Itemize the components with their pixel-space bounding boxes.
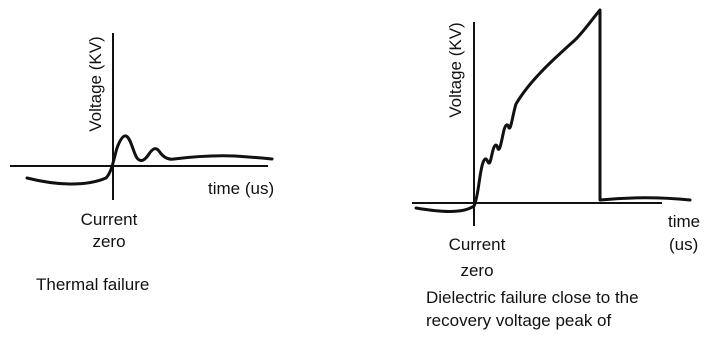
left-caption: Thermal failure — [36, 275, 149, 294]
left-origin-label-line1: Current — [81, 210, 138, 229]
right-origin-label-line1: Current — [449, 235, 506, 254]
dielectric-failure-panel: Voltage (KV) time (us) Current zero Diel… — [412, 8, 700, 330]
right-caption-line1: Dielectric failure close to the — [426, 288, 639, 307]
dielectric-voltage-curve — [414, 8, 692, 213]
right-x-axis-label-line1: time — [668, 212, 700, 231]
thermal-failure-panel: Voltage (KV) time (us) Current zero Ther… — [10, 33, 274, 294]
left-y-axis-label: Voltage (KV) — [86, 36, 105, 131]
right-origin-label-line2: zero — [460, 261, 493, 280]
thermal-voltage-curve — [25, 134, 274, 186]
right-caption-line2: recovery voltage peak of — [426, 311, 611, 330]
left-origin-label-line2: zero — [92, 232, 125, 251]
right-y-axis-label: Voltage (KV) — [446, 22, 465, 117]
right-x-axis-label-line2: (us) — [669, 235, 698, 254]
left-x-axis-label: time (us) — [208, 179, 274, 198]
